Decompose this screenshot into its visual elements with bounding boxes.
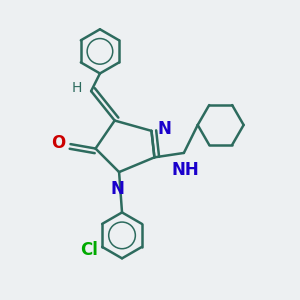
Text: NH: NH <box>172 161 199 179</box>
Text: H: H <box>72 81 82 95</box>
Text: O: O <box>51 134 65 152</box>
Text: N: N <box>158 119 172 137</box>
Text: Cl: Cl <box>80 241 98 259</box>
Text: N: N <box>111 180 124 198</box>
